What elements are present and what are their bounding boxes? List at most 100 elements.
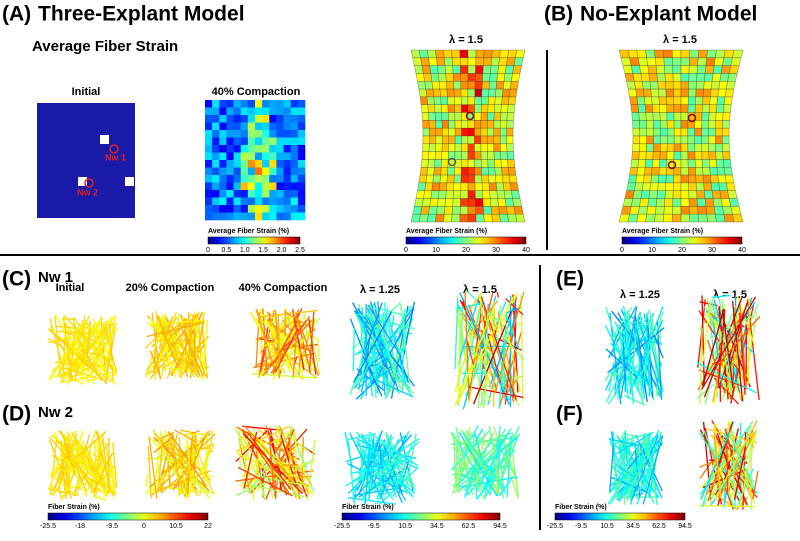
heat-cell bbox=[241, 198, 248, 206]
mesh-cell bbox=[660, 120, 667, 128]
mesh-cell bbox=[422, 152, 429, 160]
mesh-cell bbox=[423, 120, 430, 128]
heat-cell bbox=[212, 205, 219, 213]
mesh-cell bbox=[482, 175, 489, 183]
mesh-cell bbox=[707, 214, 717, 222]
mesh-cell bbox=[715, 136, 722, 144]
mesh-cell bbox=[468, 66, 476, 74]
mesh-cell bbox=[628, 89, 637, 97]
mesh-cell bbox=[452, 206, 460, 214]
heat-cell bbox=[269, 108, 276, 116]
mesh-cell bbox=[707, 50, 717, 58]
panel-label: (F) bbox=[556, 403, 583, 426]
mesh-cell bbox=[494, 144, 501, 152]
mesh-cell bbox=[468, 97, 475, 105]
heat-cell bbox=[234, 160, 241, 168]
mesh-cell bbox=[489, 89, 497, 97]
mesh-cell bbox=[653, 152, 660, 160]
mesh-cell bbox=[646, 50, 656, 58]
heat-cell bbox=[269, 100, 276, 108]
heat-cell bbox=[284, 198, 291, 206]
colorbar-tick: -18 bbox=[75, 523, 85, 530]
mesh-cell bbox=[483, 58, 491, 66]
mesh-cell bbox=[640, 128, 647, 136]
mesh-cell bbox=[508, 105, 515, 113]
mesh-cell bbox=[639, 144, 646, 152]
heat-cell bbox=[284, 190, 291, 198]
mesh-cell bbox=[689, 206, 698, 214]
heat-cell bbox=[205, 213, 212, 221]
colorbar-tick: 40 bbox=[738, 247, 746, 254]
column-label: Initial bbox=[72, 86, 101, 98]
column-label: λ = 1.25 bbox=[620, 289, 660, 301]
mesh-cell bbox=[715, 120, 722, 128]
mesh-cell bbox=[475, 97, 482, 105]
mesh-cell bbox=[705, 199, 714, 207]
mesh-cell bbox=[495, 89, 503, 97]
mesh-cell bbox=[507, 152, 514, 160]
mesh-cell bbox=[681, 120, 688, 128]
heat-cell bbox=[241, 183, 248, 191]
heat-cell bbox=[269, 153, 276, 161]
mesh-cell bbox=[462, 120, 468, 128]
mesh-cell bbox=[706, 206, 715, 214]
heat-cell bbox=[248, 123, 255, 131]
mesh-cell bbox=[481, 120, 488, 128]
heat-cell bbox=[291, 175, 298, 183]
heat-cell bbox=[255, 190, 262, 198]
colorbar-tick: 10.5 bbox=[600, 523, 614, 530]
mesh-cell bbox=[695, 120, 702, 128]
mesh-cell bbox=[499, 206, 508, 214]
mesh-cell bbox=[709, 144, 716, 152]
mesh-cell bbox=[652, 159, 660, 167]
mesh-cell bbox=[453, 66, 461, 74]
mesh-cell bbox=[488, 97, 495, 105]
mesh-cell bbox=[503, 183, 511, 191]
mesh-cell bbox=[500, 152, 507, 160]
mesh-cell bbox=[716, 113, 724, 121]
mesh-cell bbox=[502, 175, 510, 183]
mesh-cell bbox=[631, 159, 639, 167]
mesh-cell bbox=[689, 58, 698, 66]
mesh-cell bbox=[704, 183, 712, 191]
mesh-cell bbox=[491, 58, 500, 66]
mesh-cell bbox=[487, 120, 494, 128]
mesh-cell bbox=[689, 73, 697, 81]
heat-cell bbox=[255, 123, 262, 131]
mesh-cell bbox=[659, 167, 667, 175]
mesh-cell bbox=[448, 105, 455, 113]
mesh-cell bbox=[633, 191, 642, 199]
mesh-cell bbox=[719, 183, 728, 191]
mesh-cell bbox=[497, 73, 505, 81]
mesh-cell bbox=[638, 159, 646, 167]
mesh-cell bbox=[436, 144, 443, 152]
mesh-cell bbox=[659, 97, 667, 105]
heat-cell bbox=[255, 205, 262, 213]
heat-cell bbox=[298, 145, 305, 153]
mesh-cell bbox=[468, 183, 475, 191]
mesh-cell bbox=[672, 50, 681, 58]
mesh-cell bbox=[507, 113, 514, 121]
heat-cell bbox=[205, 160, 212, 168]
mesh-cell bbox=[423, 73, 432, 81]
colorbar-tick: 0.5 bbox=[222, 247, 232, 254]
mesh-cell bbox=[653, 136, 660, 144]
colorbar-title: Average Fiber Strain (%) bbox=[208, 228, 289, 235]
colorbar-tick: 34.5 bbox=[430, 523, 444, 530]
heat-cell bbox=[298, 130, 305, 138]
heat-cell bbox=[248, 108, 255, 116]
fiber bbox=[699, 506, 755, 507]
mesh-cell bbox=[460, 199, 468, 207]
mesh-cell bbox=[688, 105, 695, 113]
mesh-cell bbox=[437, 199, 445, 207]
fiber bbox=[318, 342, 320, 362]
mesh-cell bbox=[681, 159, 688, 167]
mesh-cell bbox=[688, 97, 696, 105]
mesh-cell bbox=[681, 144, 688, 152]
mesh-cell bbox=[447, 89, 454, 97]
mesh-cell bbox=[475, 81, 482, 89]
mesh-cell bbox=[632, 113, 640, 121]
mesh-cell bbox=[500, 144, 507, 152]
mesh-cell bbox=[507, 128, 514, 136]
